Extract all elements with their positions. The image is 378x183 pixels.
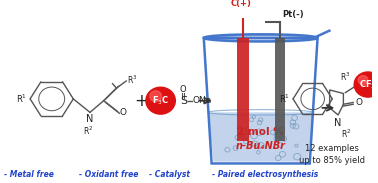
Text: Pt(-): Pt(-) — [282, 10, 304, 19]
Text: S: S — [180, 96, 187, 106]
Text: O: O — [355, 98, 362, 107]
Text: ONa: ONa — [193, 96, 212, 105]
Circle shape — [354, 72, 378, 97]
Text: R$^1$: R$^1$ — [16, 93, 27, 105]
Text: - Oxidant free: - Oxidant free — [79, 170, 138, 179]
Text: R$^3$: R$^3$ — [340, 70, 350, 83]
Text: C(+): C(+) — [231, 0, 251, 8]
Text: +: + — [134, 92, 148, 110]
Text: - Paired electrosynthesis: - Paired electrosynthesis — [212, 170, 318, 179]
Text: N: N — [86, 114, 94, 124]
Bar — [237, 38, 249, 141]
Text: N: N — [335, 118, 342, 128]
Polygon shape — [208, 112, 314, 162]
Text: 2 mol %: 2 mol % — [237, 127, 284, 137]
Text: F$_3$C: F$_3$C — [152, 94, 169, 107]
Circle shape — [146, 87, 175, 114]
Text: CF$_3$: CF$_3$ — [359, 78, 376, 91]
Text: O: O — [119, 108, 126, 117]
Bar — [276, 38, 285, 141]
Text: R$^2$: R$^2$ — [83, 125, 93, 137]
Circle shape — [358, 76, 368, 85]
Text: R$^3$: R$^3$ — [127, 74, 138, 86]
Text: R$^2$: R$^2$ — [341, 128, 352, 140]
Text: - Metal free: - Metal free — [5, 170, 54, 179]
Text: - Catalyst: - Catalyst — [149, 170, 190, 179]
Text: R$^1$: R$^1$ — [279, 93, 290, 105]
Text: O: O — [180, 85, 186, 94]
Circle shape — [150, 91, 161, 102]
Text: n-Bu₄NBr: n-Bu₄NBr — [236, 141, 286, 151]
Text: 12 examples
up to 85% yield: 12 examples up to 85% yield — [299, 144, 365, 165]
